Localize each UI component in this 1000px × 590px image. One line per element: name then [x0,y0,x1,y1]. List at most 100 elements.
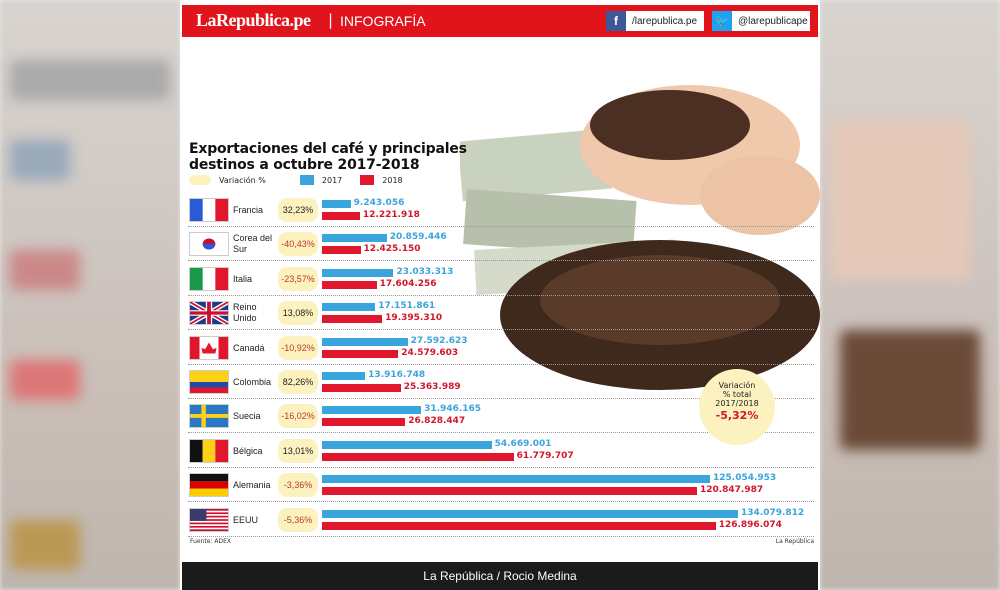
country-name: Francia [233,205,264,215]
variation-badge: -16,02% [278,404,318,429]
legend-swatch-variation [189,175,211,185]
country-name: EEUU [233,514,259,525]
total-line-2: % total [722,390,752,399]
facebook-handle: /larepublica.pe [632,15,698,27]
value-2017: 13.916.748 [368,370,426,380]
bar-2018 [322,315,383,324]
country-name: Bélgica [233,445,263,456]
bar-2018 [322,212,360,220]
chart-row: Italia -23,57% 23.033.313 17.604.256 [188,262,814,296]
source-note: Fuente: ADEX [190,538,232,545]
credit-note: La República [775,538,814,545]
blurred-background-right [820,0,1000,590]
chart-row: Bélgica 13,01% 54.669.001 61.779.707 [188,434,814,468]
bar-2017 [322,268,394,277]
value-2017: 20.859.446 [389,232,447,243]
flag-france-icon [189,198,229,222]
value-2018: 26.828.447 [408,416,466,427]
chart-row: Alemania -3,36% 125.054.953 120.847.987 [188,468,814,503]
country-name: Corea del Sur [233,233,275,255]
chart-row: Colombia 82,26% 13.916.748 25.363.989 [188,365,814,399]
total-line-3: 2017/2018 [715,399,759,408]
bar-2018 [322,521,716,530]
country-name: Suecia [233,411,261,422]
value-2018: 12.221.918 [362,210,420,220]
infographic: LaRepublica.pe | INFOGRAFÍA f/larepublic… [180,0,820,590]
coffee-beans-in-hands [590,90,750,160]
chart-row: Reino Unido 13,08% 17.151.861 19.395.310 [188,296,814,331]
value-2017: 54.669.001 [494,438,552,449]
bar-2018 [322,487,697,496]
twitter-link[interactable]: 🐦 @larepublicape [712,11,810,31]
flag-south-korea-icon [189,232,229,257]
country-name: Alemania [233,480,271,491]
value-2017: 9.243.056 [353,198,405,208]
country-name-text: Reino Unido [233,302,257,324]
flag-usa-icon [189,507,229,532]
legend-2018: 2018 [382,175,403,185]
value-2018: 61.779.707 [516,450,574,461]
country-name: Italia [233,273,253,284]
country-name: Colombia [233,377,272,387]
flag-belgium-icon [189,438,229,463]
bar-2017 [322,337,408,346]
header-bar: LaRepublica.pe | INFOGRAFÍA f/larepublic… [182,5,818,37]
country-name: Canadá [233,342,265,353]
variation-badge: -5,36% [278,507,318,532]
bar-2018 [322,452,514,461]
bar-2018 [322,384,401,392]
variation-badge: 32,23% [278,198,318,222]
variation-badge: 82,26% [278,370,318,394]
facebook-link[interactable]: f/larepublica.pe [606,11,704,31]
value-2018: 19.395.310 [385,313,443,324]
bar-2017 [322,200,351,208]
total-line-1: Variación [718,381,756,390]
bar-2017 [322,509,738,518]
value-2018: 12.425.150 [363,244,421,255]
variation-badge: -10,92% [278,335,318,360]
country-name-text: Corea del Sur [233,233,273,255]
flag-colombia-icon [189,370,229,394]
flag-germany-icon [189,473,229,498]
bar-2018 [322,418,406,427]
legend-swatch-2018 [360,175,375,185]
flag-italy-icon [189,266,229,291]
separator: | [328,11,334,29]
variation-badge: -23,57% [278,266,318,291]
title-line-1: Exportaciones del café y principales [189,141,467,157]
value-2018: 17.604.256 [379,278,437,289]
chart-row: Francia 32,23% 9.243.056 12.221.918 [188,193,814,227]
flag-canada-icon [189,335,229,360]
value-2017: 134.079.812 [741,507,805,518]
chart-row: Corea del Sur -40,43% 20.859.446 12.425.… [188,227,814,262]
facebook-icon: f [606,11,626,31]
total-value: -5,32% [715,409,759,422]
legend-swatch-2017 [299,175,314,185]
bar-2018 [322,246,361,255]
coffee-and-money-photo [460,85,820,390]
bar-2017 [322,234,387,243]
value-2017: 31.946.165 [424,404,482,415]
bar-2017 [322,406,422,415]
value-2018: 126.896.074 [718,519,782,530]
variation-badge: 13,01% [278,438,318,463]
value-2017: 23.033.313 [396,266,454,277]
logo[interactable]: LaRepublica.pe [196,10,311,30]
legend-2017: 2017 [321,175,343,185]
blurred-background-left [0,0,180,590]
bar-2018 [322,349,399,358]
flag-sweden-icon [189,404,229,429]
bar-2017 [322,372,366,380]
variation-badge: 13,08% [278,301,318,326]
value-2017: 17.151.861 [378,301,436,312]
bar-2017 [322,303,376,312]
value-2017: 125.054.953 [712,473,777,484]
twitter-handle: @larepublicape [738,15,808,27]
coffee-beans-highlight [540,255,780,345]
value-2018: 25.363.989 [403,382,461,392]
value-2018: 120.847.987 [699,485,764,496]
footer-bar: La República / Rocio Medina [182,562,818,590]
variation-badge: -40,43% [278,232,318,257]
chart-title: Exportaciones del café y principales dest… [189,141,467,173]
legend: Variación % 2017 2018 [189,175,403,185]
